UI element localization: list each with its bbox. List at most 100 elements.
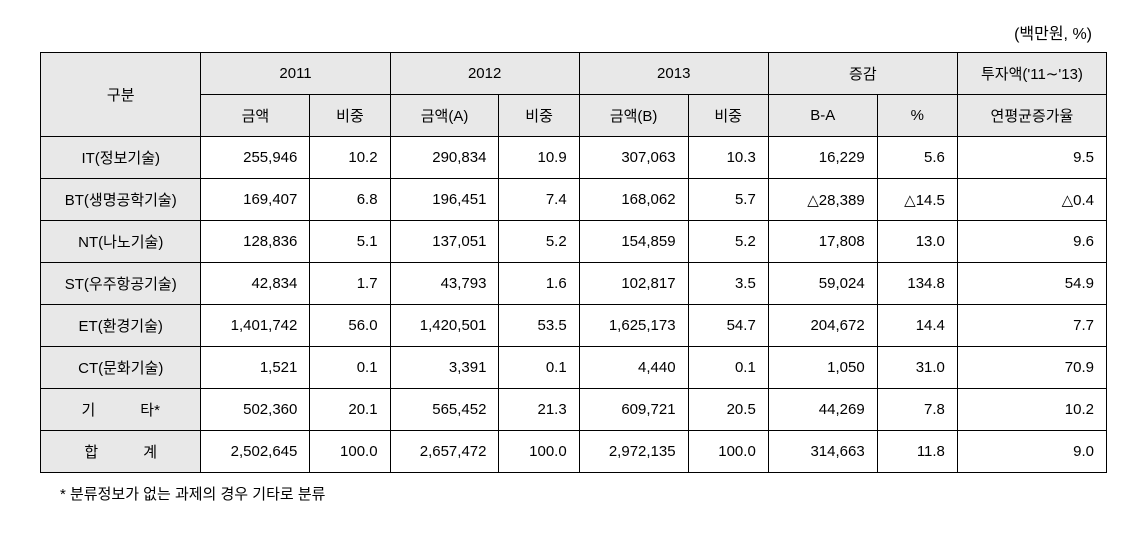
row-label: IT(정보기술)	[41, 137, 201, 179]
data-table: 구분 2011 2012 2013 증감 투자액('11∼'13) 금액 비중 …	[40, 52, 1107, 473]
pct-2013: 100.0	[688, 431, 768, 473]
row-label: NT(나노기술)	[41, 221, 201, 263]
amount-2011: 42,834	[201, 263, 310, 305]
pct-2011: 6.8	[310, 179, 390, 221]
pct-2012: 0.1	[499, 347, 579, 389]
diff-amount: △28,389	[768, 179, 877, 221]
diff-pct: 134.8	[877, 263, 957, 305]
unit-label: (백만원, %)	[40, 20, 1107, 44]
cagr-value: 54.9	[957, 263, 1106, 305]
amount-2011: 502,360	[201, 389, 310, 431]
diff-amount: 314,663	[768, 431, 877, 473]
table-body: IT(정보기술)255,94610.2290,83410.9307,06310.…	[41, 137, 1107, 473]
amount-2012: 196,451	[390, 179, 499, 221]
amount-2013: 1,625,173	[579, 305, 688, 347]
amount-2013: 4,440	[579, 347, 688, 389]
col-pct-2013: 비중	[688, 95, 768, 137]
pct-2013: 5.2	[688, 221, 768, 263]
amount-2012: 137,051	[390, 221, 499, 263]
pct-2011: 10.2	[310, 137, 390, 179]
diff-pct: 7.8	[877, 389, 957, 431]
pct-2011: 56.0	[310, 305, 390, 347]
col-amount-2011: 금액	[201, 95, 310, 137]
col-2013: 2013	[579, 53, 768, 95]
pct-2013: 54.7	[688, 305, 768, 347]
col-investment: 투자액('11∼'13)	[957, 53, 1106, 95]
pct-2013: 0.1	[688, 347, 768, 389]
amount-2013: 168,062	[579, 179, 688, 221]
col-pct-2011: 비중	[310, 95, 390, 137]
pct-2011: 0.1	[310, 347, 390, 389]
row-label: 기 타*	[41, 389, 201, 431]
pct-2011: 1.7	[310, 263, 390, 305]
pct-2013: 5.7	[688, 179, 768, 221]
row-label: ST(우주항공기술)	[41, 263, 201, 305]
col-amount-a: 금액(A)	[390, 95, 499, 137]
amount-2011: 2,502,645	[201, 431, 310, 473]
diff-pct: 14.4	[877, 305, 957, 347]
amount-2013: 102,817	[579, 263, 688, 305]
diff-amount: 17,808	[768, 221, 877, 263]
amount-2011: 169,407	[201, 179, 310, 221]
amount-2011: 1,521	[201, 347, 310, 389]
row-label: CT(문화기술)	[41, 347, 201, 389]
cagr-value: 9.6	[957, 221, 1106, 263]
footnote: * 분류정보가 없는 과제의 경우 기타로 분류	[40, 483, 1107, 504]
amount-2012: 43,793	[390, 263, 499, 305]
pct-2013: 3.5	[688, 263, 768, 305]
diff-pct: 11.8	[877, 431, 957, 473]
pct-2012: 21.3	[499, 389, 579, 431]
table-row: ET(환경기술)1,401,74256.01,420,50153.51,625,…	[41, 305, 1107, 347]
col-category: 구분	[41, 53, 201, 137]
amount-2012: 2,657,472	[390, 431, 499, 473]
amount-2011: 255,946	[201, 137, 310, 179]
table-row: NT(나노기술)128,8365.1137,0515.2154,8595.217…	[41, 221, 1107, 263]
diff-pct: 31.0	[877, 347, 957, 389]
table-row: IT(정보기술)255,94610.2290,83410.9307,06310.…	[41, 137, 1107, 179]
col-amount-b: 금액(B)	[579, 95, 688, 137]
pct-2012: 100.0	[499, 431, 579, 473]
cagr-value: 9.5	[957, 137, 1106, 179]
amount-2012: 290,834	[390, 137, 499, 179]
pct-2012: 1.6	[499, 263, 579, 305]
col-b-minus-a: B-A	[768, 95, 877, 137]
diff-pct: 5.6	[877, 137, 957, 179]
amount-2012: 1,420,501	[390, 305, 499, 347]
diff-amount: 16,229	[768, 137, 877, 179]
table-row: ST(우주항공기술)42,8341.743,7931.6102,8173.559…	[41, 263, 1107, 305]
diff-amount: 59,024	[768, 263, 877, 305]
diff-pct: 13.0	[877, 221, 957, 263]
row-label: BT(생명공학기술)	[41, 179, 201, 221]
pct-2012: 53.5	[499, 305, 579, 347]
amount-2013: 154,859	[579, 221, 688, 263]
pct-2011: 5.1	[310, 221, 390, 263]
diff-amount: 204,672	[768, 305, 877, 347]
pct-2012: 10.9	[499, 137, 579, 179]
amount-2012: 3,391	[390, 347, 499, 389]
table-row: 기 타*502,36020.1565,45221.3609,72120.544,…	[41, 389, 1107, 431]
diff-amount: 44,269	[768, 389, 877, 431]
row-label: 합 계	[41, 431, 201, 473]
cagr-value: 9.0	[957, 431, 1106, 473]
table-row: BT(생명공학기술)169,4076.8196,4517.4168,0625.7…	[41, 179, 1107, 221]
col-2012: 2012	[390, 53, 579, 95]
table-row: CT(문화기술)1,5210.13,3910.14,4400.11,05031.…	[41, 347, 1107, 389]
diff-pct: △14.5	[877, 179, 957, 221]
amount-2012: 565,452	[390, 389, 499, 431]
amount-2013: 307,063	[579, 137, 688, 179]
diff-amount: 1,050	[768, 347, 877, 389]
pct-2013: 20.5	[688, 389, 768, 431]
col-pct-2012: 비중	[499, 95, 579, 137]
pct-2013: 10.3	[688, 137, 768, 179]
col-cagr: 연평균증가율	[957, 95, 1106, 137]
amount-2011: 1,401,742	[201, 305, 310, 347]
cagr-value: 70.9	[957, 347, 1106, 389]
col-2011: 2011	[201, 53, 390, 95]
col-percent: %	[877, 95, 957, 137]
amount-2013: 2,972,135	[579, 431, 688, 473]
pct-2011: 20.1	[310, 389, 390, 431]
col-change: 증감	[768, 53, 957, 95]
cagr-value: 7.7	[957, 305, 1106, 347]
row-label: ET(환경기술)	[41, 305, 201, 347]
cagr-value: 10.2	[957, 389, 1106, 431]
